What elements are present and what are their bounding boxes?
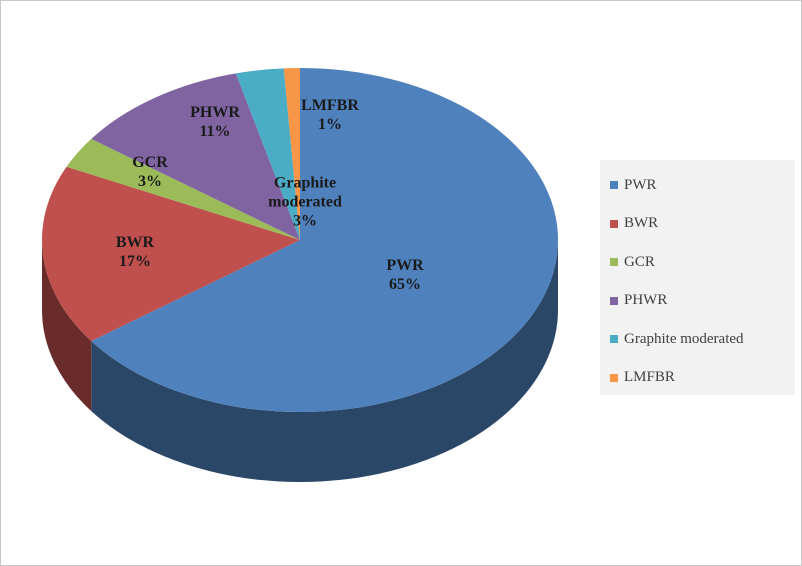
legend-item: GCR bbox=[610, 252, 655, 272]
pie-slice bbox=[41, 166, 300, 342]
legend-item: PWR bbox=[610, 175, 657, 195]
label-value: 1% bbox=[318, 116, 342, 133]
data-label: LMFBR 1% bbox=[301, 96, 359, 134]
legend-swatch bbox=[610, 335, 618, 343]
data-label: Graphite moderated 3% bbox=[255, 174, 355, 231]
pie-side bbox=[91, 240, 558, 482]
pie-slice bbox=[66, 138, 300, 240]
label-value: 3% bbox=[293, 212, 317, 230]
legend-swatch bbox=[610, 296, 618, 305]
label-value: 3% bbox=[138, 173, 162, 190]
pie-slice bbox=[235, 68, 300, 240]
data-label: PWR 65% bbox=[386, 256, 423, 294]
label-name: Graphite moderated bbox=[268, 174, 342, 211]
legend-item: Graphite moderated bbox=[610, 329, 744, 349]
data-label: GCR 3% bbox=[132, 153, 168, 191]
label-value: 17% bbox=[118, 253, 151, 270]
pie-slice bbox=[283, 68, 300, 240]
legend-label: PHWR bbox=[624, 292, 668, 308]
legend-swatch bbox=[610, 373, 618, 382]
label-value: 11% bbox=[199, 123, 231, 140]
pie-slice bbox=[91, 68, 558, 412]
legend-swatch bbox=[610, 181, 618, 189]
legend-item: LMFBR bbox=[610, 368, 675, 388]
legend-swatch bbox=[610, 258, 618, 266]
label-value: 65% bbox=[388, 276, 421, 293]
legend-item: PHWR bbox=[610, 291, 667, 311]
legend-label: BWR bbox=[624, 215, 659, 231]
label-name: BWR bbox=[115, 234, 155, 251]
legend-label: PWR bbox=[624, 176, 657, 193]
data-label: PHWR 11% bbox=[190, 103, 240, 141]
pie-side bbox=[42, 240, 92, 412]
legend-item: BWR bbox=[610, 214, 658, 234]
legend-label: GCR bbox=[624, 253, 655, 270]
label-name: PWR bbox=[386, 257, 424, 274]
legend: PWR BWR GCR PHWR Graphite moderated LMFBR bbox=[600, 160, 795, 395]
label-name: PHWR bbox=[190, 104, 240, 121]
label-name: LMFBR bbox=[301, 97, 359, 114]
pie-slice bbox=[91, 73, 300, 241]
legend-label: Graphite moderated bbox=[624, 330, 744, 347]
legend-swatch bbox=[610, 219, 618, 228]
label-name: GCR bbox=[132, 154, 168, 171]
legend-label: LMFBR bbox=[624, 369, 675, 385]
data-label: BWR 17% bbox=[116, 233, 154, 271]
